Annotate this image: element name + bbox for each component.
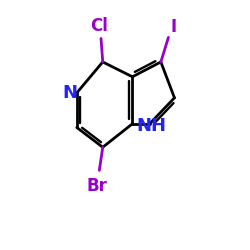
- Text: I: I: [170, 18, 176, 36]
- Text: N: N: [62, 84, 77, 102]
- Text: Br: Br: [86, 177, 107, 195]
- Text: NH: NH: [137, 117, 167, 135]
- Text: Cl: Cl: [90, 17, 108, 35]
